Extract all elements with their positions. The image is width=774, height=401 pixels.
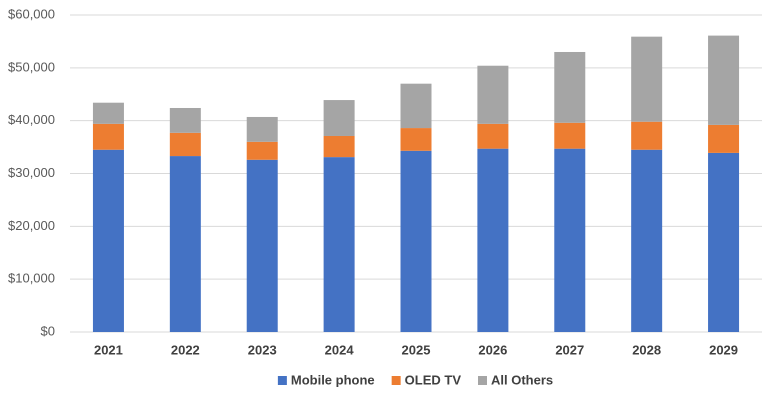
bar-segment [400, 128, 432, 151]
bar-segment [323, 100, 355, 136]
x-tick-label: 2029 [709, 342, 738, 357]
y-tick-label: $60,000 [8, 6, 55, 21]
legend-label: Mobile phone [291, 372, 375, 387]
bar-segment [708, 152, 740, 332]
y-tick-label: $0 [41, 323, 55, 338]
bar-segment [169, 132, 201, 157]
bar-segment [400, 83, 432, 129]
legend-swatch [277, 376, 287, 385]
bar-segment [554, 51, 586, 123]
x-tick-label: 2027 [555, 342, 584, 357]
bar-segment [708, 124, 740, 153]
bar-segment [708, 35, 740, 125]
y-tick-label: $10,000 [8, 271, 55, 286]
y-tick-label: $40,000 [8, 112, 55, 127]
bar-segment [400, 150, 432, 332]
y-tick-label: $20,000 [8, 218, 55, 233]
bar-segment [92, 149, 124, 332]
y-tick-label: $30,000 [8, 165, 55, 180]
x-tick-label: 2021 [94, 342, 123, 357]
y-tick-label: $50,000 [8, 59, 55, 74]
x-tick-label: 2028 [632, 342, 661, 357]
bar-segment [554, 122, 586, 149]
x-tick-label: 2026 [478, 342, 507, 357]
bar-segment [246, 159, 278, 332]
bar-segment [323, 157, 355, 332]
bar-segment [323, 135, 355, 158]
bar-segment [477, 123, 509, 149]
legend-swatch [478, 376, 487, 385]
bar-segment [92, 123, 124, 150]
x-tick-label: 2023 [248, 342, 277, 357]
legend-swatch [391, 376, 401, 385]
x-tick-label: 2022 [171, 342, 200, 357]
bar-segment [169, 107, 201, 133]
legend-label: OLED TV [405, 372, 462, 387]
bar-segment [246, 141, 278, 160]
legend-label: All Others [491, 372, 553, 387]
x-tick-label: 2024 [325, 342, 355, 357]
bar-segment [246, 116, 278, 142]
bar-segment [169, 156, 201, 332]
bar-segment [477, 148, 509, 332]
bar-segment [631, 121, 663, 150]
bar-segment [554, 148, 586, 332]
x-tick-label: 2025 [402, 342, 431, 357]
bar-segment [631, 149, 663, 332]
bar-segment [92, 102, 124, 124]
bar-segment [477, 65, 509, 124]
bar-segment [631, 36, 663, 122]
